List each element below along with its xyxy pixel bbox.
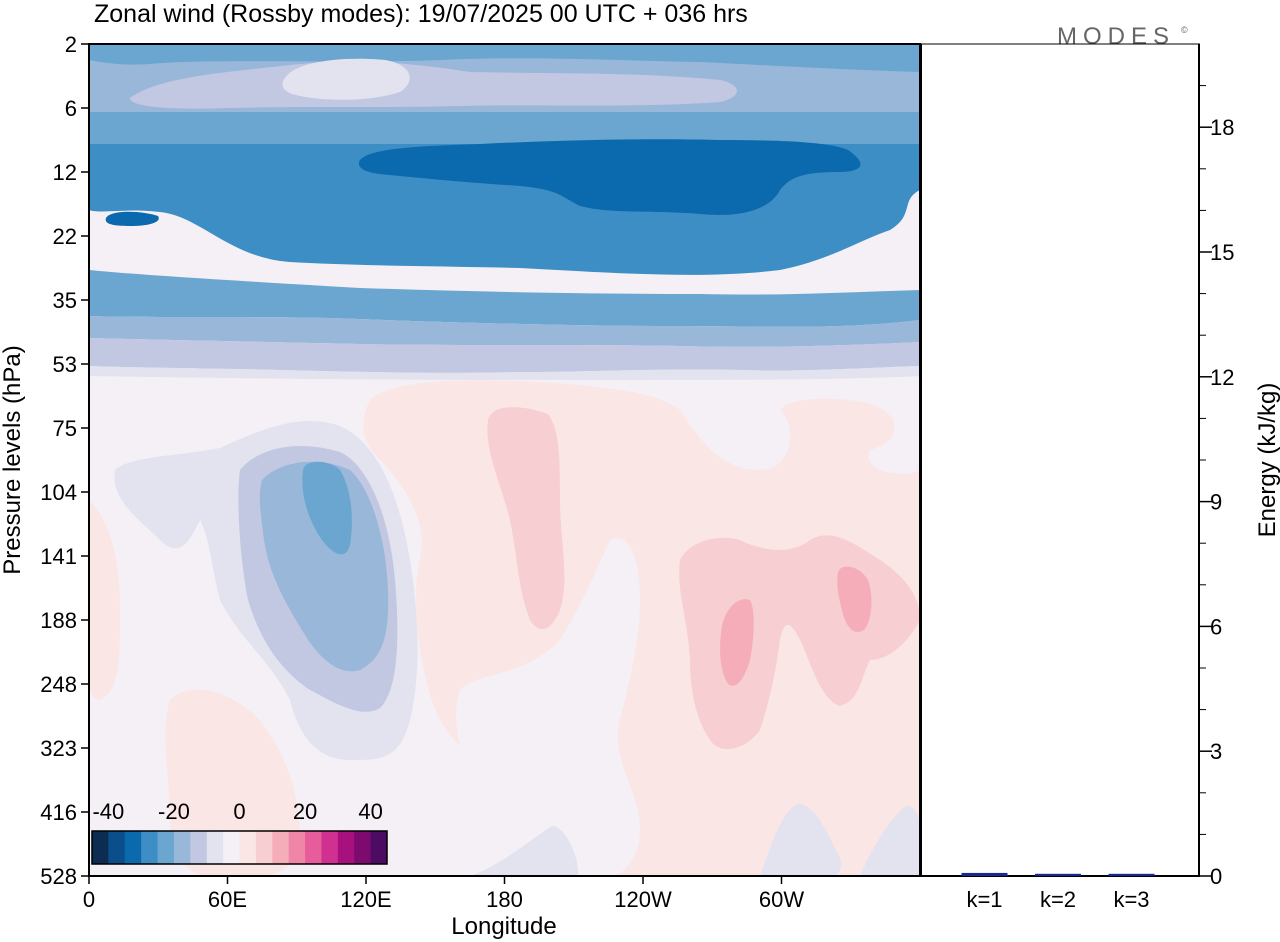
colorbar-tick-label: 0 <box>233 799 245 824</box>
weakest-easterly-patch <box>282 58 410 100</box>
colorbar-swatch <box>206 831 224 864</box>
colorbar-swatch <box>157 831 175 864</box>
easterly-anomaly-inner <box>259 461 389 672</box>
pressure-tick-label: 188 <box>40 608 77 633</box>
westerly-anomaly-95w-core <box>720 599 754 686</box>
colorbar-swatch <box>321 831 339 864</box>
pressure-tick-label: 416 <box>40 800 77 825</box>
colorbar-swatch <box>337 831 355 864</box>
colorbar-swatch <box>354 831 372 864</box>
energy-axis-label: Energy (kJ/kg) <box>1254 383 1280 538</box>
colorbar-swatch <box>370 831 388 864</box>
colorbar-swatch <box>108 831 126 864</box>
surface-easterly-patch-1 <box>760 804 842 876</box>
surface-easterly-patch-2 <box>860 805 920 876</box>
pressure-axis-label: Pressure levels (hPa) <box>0 345 26 574</box>
energy-category-label: k=3 <box>1113 887 1149 912</box>
pressure-tick-label: 75 <box>53 416 77 441</box>
colorbar-tick-label: 40 <box>358 799 382 824</box>
longitude-tick-label: 60E <box>208 887 247 912</box>
colorbar: -40 -20 0 20 40 <box>91 799 388 865</box>
longitude-tick-label: 60W <box>759 887 804 912</box>
zonal-wind-field <box>89 44 920 876</box>
band-6-12-hpa <box>89 112 920 144</box>
colorbar-tick-label: 20 <box>293 799 317 824</box>
longitude-tick-label: 120W <box>614 887 672 912</box>
weak-easterly-patch <box>130 61 737 109</box>
chart-title: Zonal wind (Rossby modes): 19/07/2025 00… <box>94 0 748 28</box>
westerly-anomaly-30w-core <box>837 566 872 632</box>
pressure-tick-label: 528 <box>40 864 77 889</box>
pressure-tick-label: 248 <box>40 672 77 697</box>
colorbar-swatch <box>124 831 142 864</box>
colorbar-swatch <box>92 831 109 864</box>
surface-easterly-patch-3 <box>470 826 579 876</box>
colorbar-swatch <box>288 831 306 864</box>
longitude-tick-label: 180 <box>486 887 523 912</box>
logo-mark: © <box>1181 25 1188 35</box>
band-35-53-hpa <box>89 316 920 347</box>
neutral-corridor <box>456 538 640 876</box>
pressure-tick-label: 22 <box>53 224 77 249</box>
westerly-anomaly-170w <box>487 407 565 630</box>
energy-category-label: k=1 <box>966 887 1002 912</box>
colorbar-swatch <box>239 831 257 864</box>
energy-axis: 0 3 6 9 12 15 18 <box>1199 85 1234 889</box>
band-53-hpa-transition <box>89 366 920 380</box>
pressure-tick-label: 2 <box>65 32 77 57</box>
small-easterly-patch <box>105 211 159 226</box>
energy-tick-label: 6 <box>1210 614 1222 639</box>
pressure-tick-label: 53 <box>53 352 77 377</box>
energy-bar-k3 <box>1108 873 1155 876</box>
colorbar-swatch <box>255 831 273 864</box>
energy-bar-k2 <box>1035 873 1081 876</box>
pressure-tick-label: 141 <box>40 544 77 569</box>
energy-panel-frame <box>920 44 1200 876</box>
band-53-hpa-edge <box>89 338 920 373</box>
pressure-tick-label: 104 <box>40 480 77 505</box>
energy-tick-label: 18 <box>1210 115 1234 140</box>
longitude-tick-label: 120E <box>340 887 391 912</box>
colorbar-swatch <box>305 831 322 864</box>
pressure-tick-label: 35 <box>53 288 77 313</box>
colorbar-swatch <box>272 831 290 864</box>
band-22-35-hpa <box>89 270 920 327</box>
colorbar-tick-label: -20 <box>158 799 190 824</box>
weak-westerly-region-left <box>89 500 120 700</box>
colorbar-swatch <box>141 831 159 864</box>
pressure-axis: 2 6 12 22 35 53 75 104 141 188 248 323 416 528 <box>40 32 89 889</box>
strong-easterly-core <box>358 139 861 215</box>
longitude-axis-label: Longitude <box>451 913 556 940</box>
energy-tick-label: 3 <box>1210 739 1222 764</box>
pressure-tick-label: 6 <box>65 96 77 121</box>
colorbar-swatch <box>190 831 208 864</box>
colorbar-tick-label: -40 <box>92 799 124 824</box>
energy-tick-label: 15 <box>1210 240 1234 265</box>
colorbar-swatch <box>173 831 191 864</box>
colorbar-frame <box>91 830 388 865</box>
energy-bars: k=1 k=2 k=3 <box>961 872 1155 912</box>
energy-tick-label: 0 <box>1210 864 1222 889</box>
weak-westerly-region-lower <box>165 689 300 876</box>
energy-tick-label: 12 <box>1210 365 1234 390</box>
pressure-tick-label: 323 <box>40 736 77 761</box>
band-top-edge <box>89 44 920 72</box>
longitude-tick-label: 0 <box>83 887 95 912</box>
easterly-anomaly-core <box>302 461 352 555</box>
energy-tick-label: 9 <box>1210 490 1222 515</box>
pressure-tick-label: 12 <box>53 160 77 185</box>
energy-bar-k1 <box>961 872 1008 876</box>
longitude-axis: 0 60E 120E 180 120W 60W <box>83 876 804 912</box>
energy-category-label: k=2 <box>1040 887 1076 912</box>
colorbar-swatch <box>223 831 240 864</box>
